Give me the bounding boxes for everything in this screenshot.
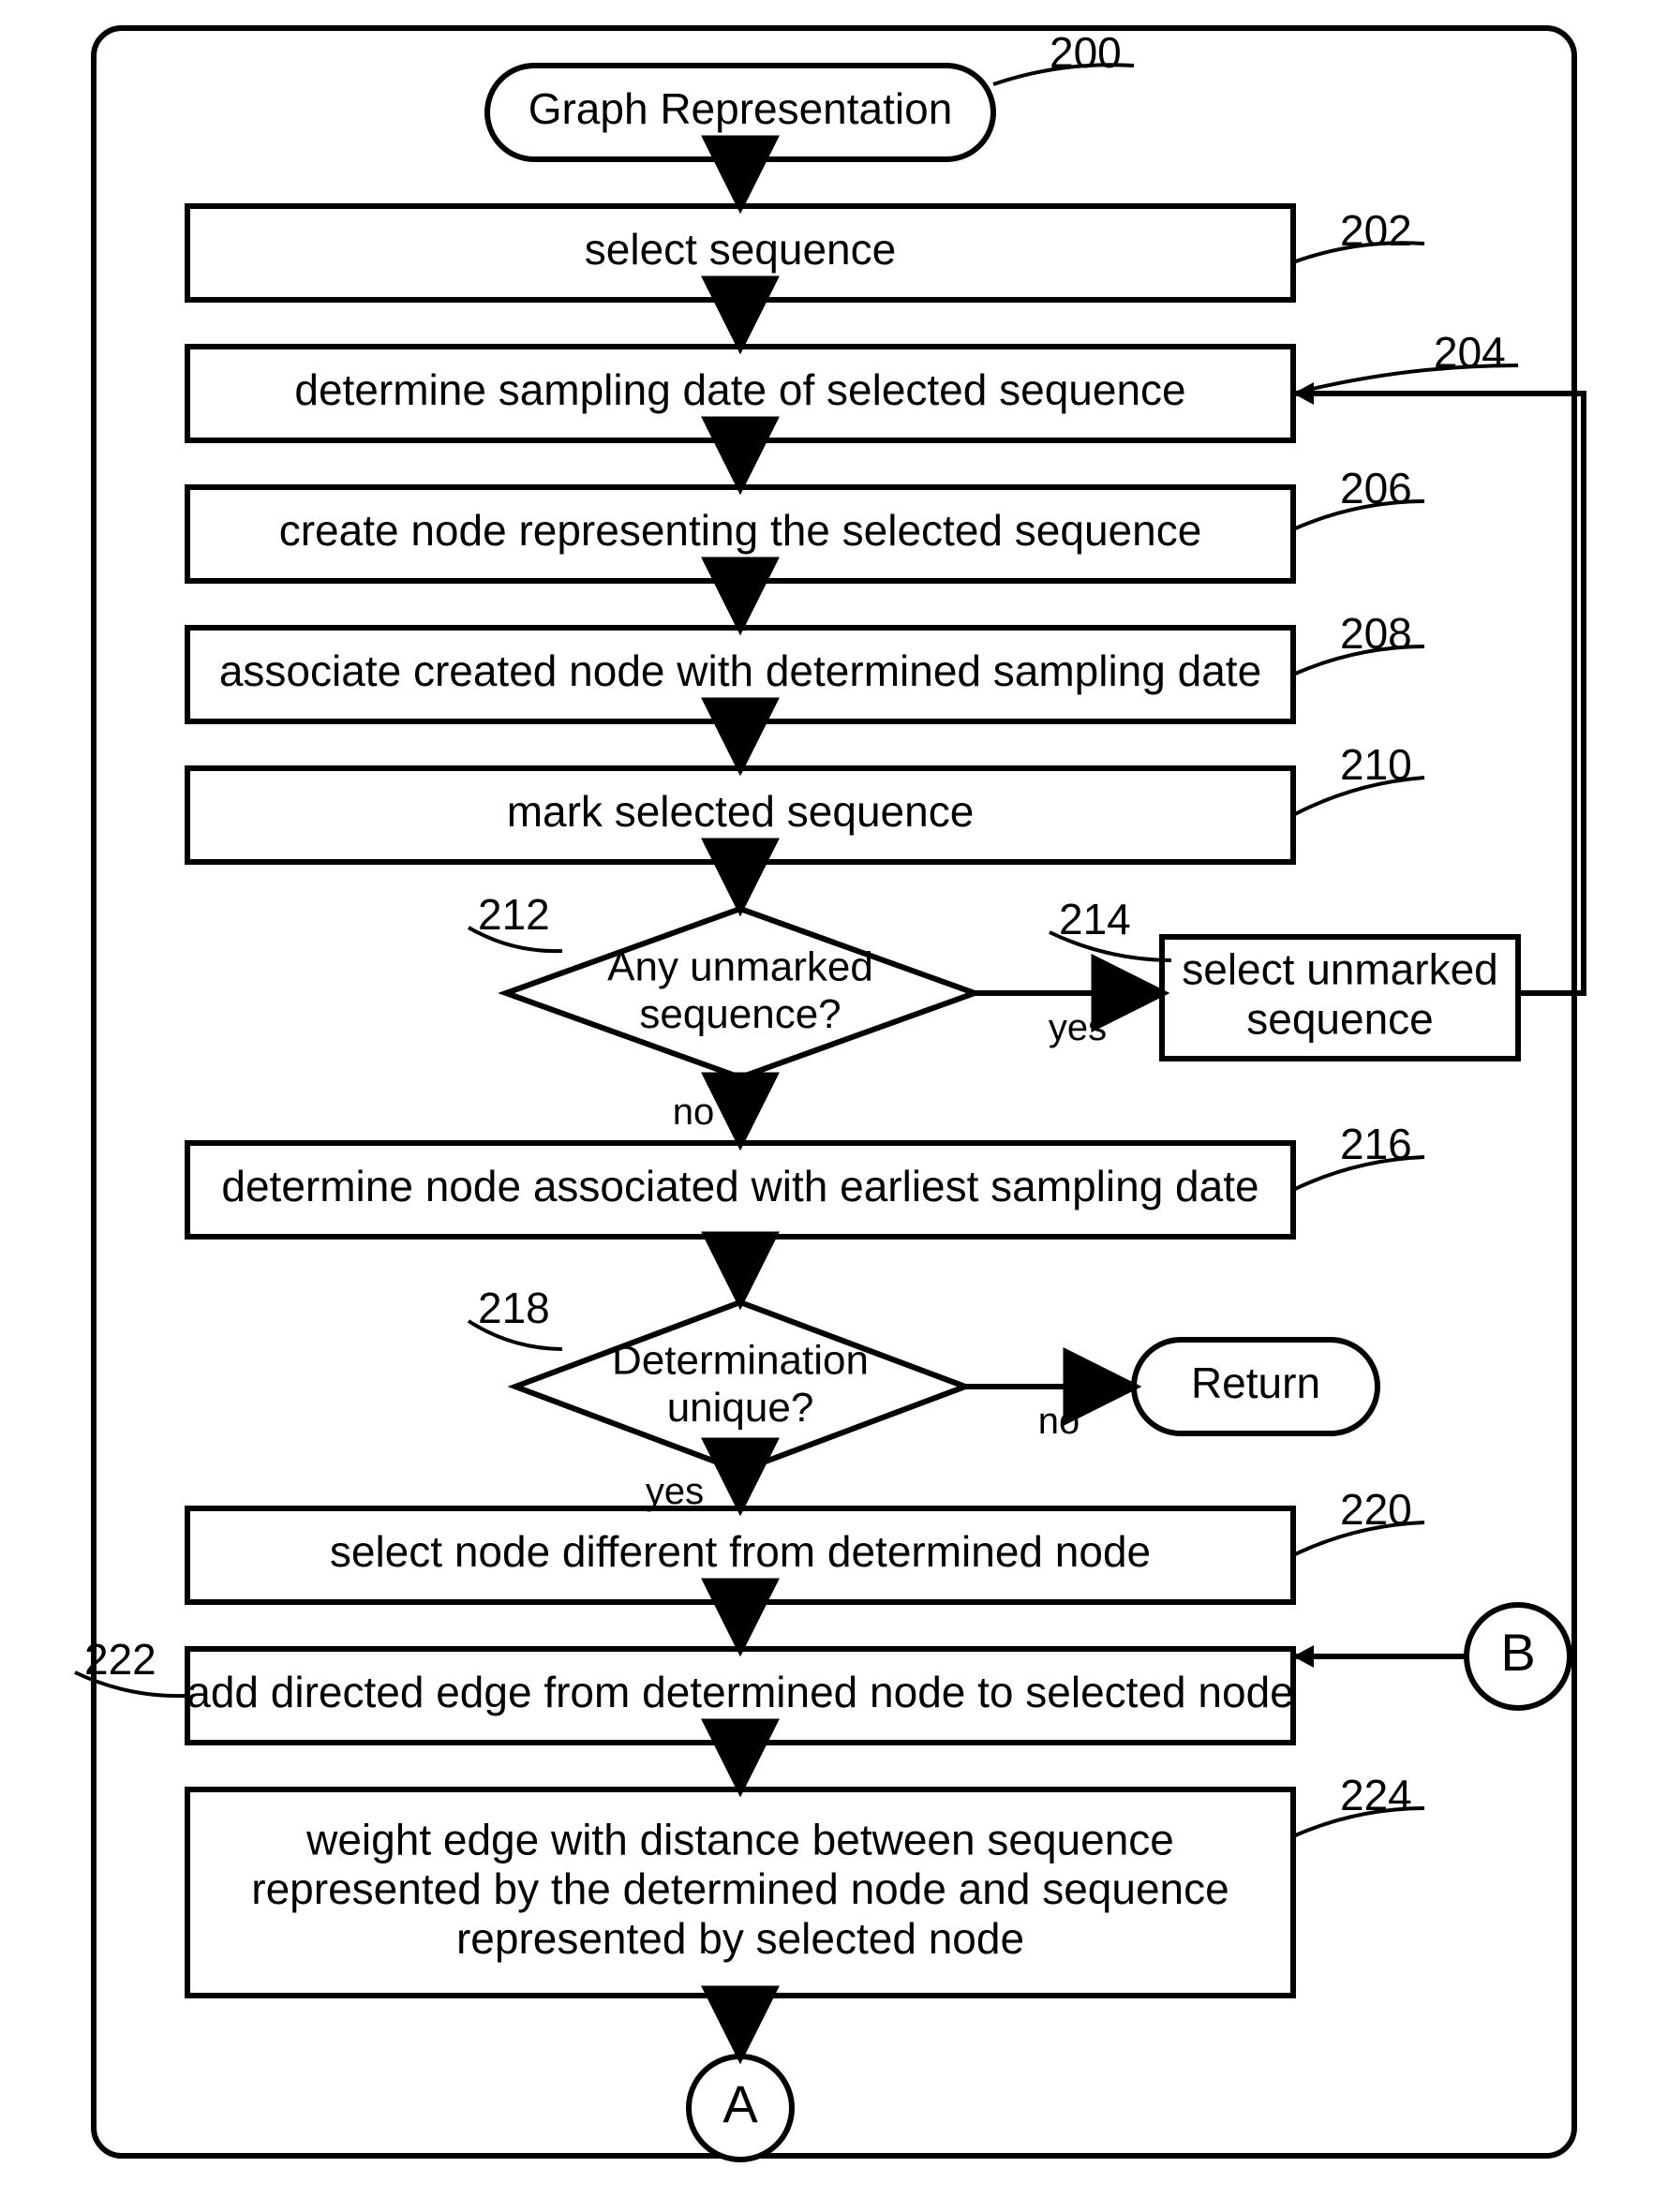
svg-text:represented by selected node: represented by selected node	[456, 1914, 1024, 1963]
ref-label: 218	[478, 1284, 550, 1332]
svg-text:Return: Return	[1191, 1358, 1320, 1407]
svg-text:Graph Representation: Graph Representation	[529, 84, 953, 133]
svg-text:associate created node with de: associate created node with determined s…	[219, 646, 1261, 695]
svg-text:Determination: Determination	[612, 1337, 869, 1383]
svg-text:unique?: unique?	[667, 1385, 814, 1431]
ref-label: 222	[84, 1635, 156, 1684]
edge-label: no	[1038, 1401, 1080, 1442]
svg-text:determine sampling date of sel: determine sampling date of selected sequ…	[294, 365, 1185, 414]
ref-label: 214	[1059, 895, 1131, 943]
svg-text:mark selected sequence: mark selected sequence	[507, 787, 975, 836]
svg-text:select sequence: select sequence	[585, 225, 896, 274]
svg-text:A: A	[722, 2074, 758, 2133]
svg-text:select node different from det: select node different from determined no…	[330, 1527, 1151, 1576]
edge-label: yes	[646, 1471, 704, 1512]
ref-label: 212	[478, 890, 550, 939]
svg-text:represented by the determined: represented by the determined node and s…	[251, 1864, 1229, 1913]
edge-label: no	[673, 1091, 715, 1133]
svg-text:B: B	[1500, 1623, 1535, 1682]
svg-text:create node representing the s: create node representing the selected se…	[279, 506, 1202, 555]
edge-label: yes	[1049, 1007, 1107, 1048]
svg-text:sequence: sequence	[1246, 995, 1434, 1044]
svg-text:select unmarked: select unmarked	[1182, 945, 1498, 994]
svg-text:determine node associated with: determine node associated with earliest …	[221, 1162, 1258, 1210]
svg-text:add directed edge from determi: add directed edge from determined node t…	[186, 1668, 1293, 1716]
svg-text:sequence?: sequence?	[639, 991, 841, 1037]
svg-text:Any unmarked: Any unmarked	[607, 943, 873, 989]
edge	[1293, 393, 1584, 993]
svg-text:weight edge with distance betw: weight edge with distance between sequen…	[305, 1815, 1174, 1863]
